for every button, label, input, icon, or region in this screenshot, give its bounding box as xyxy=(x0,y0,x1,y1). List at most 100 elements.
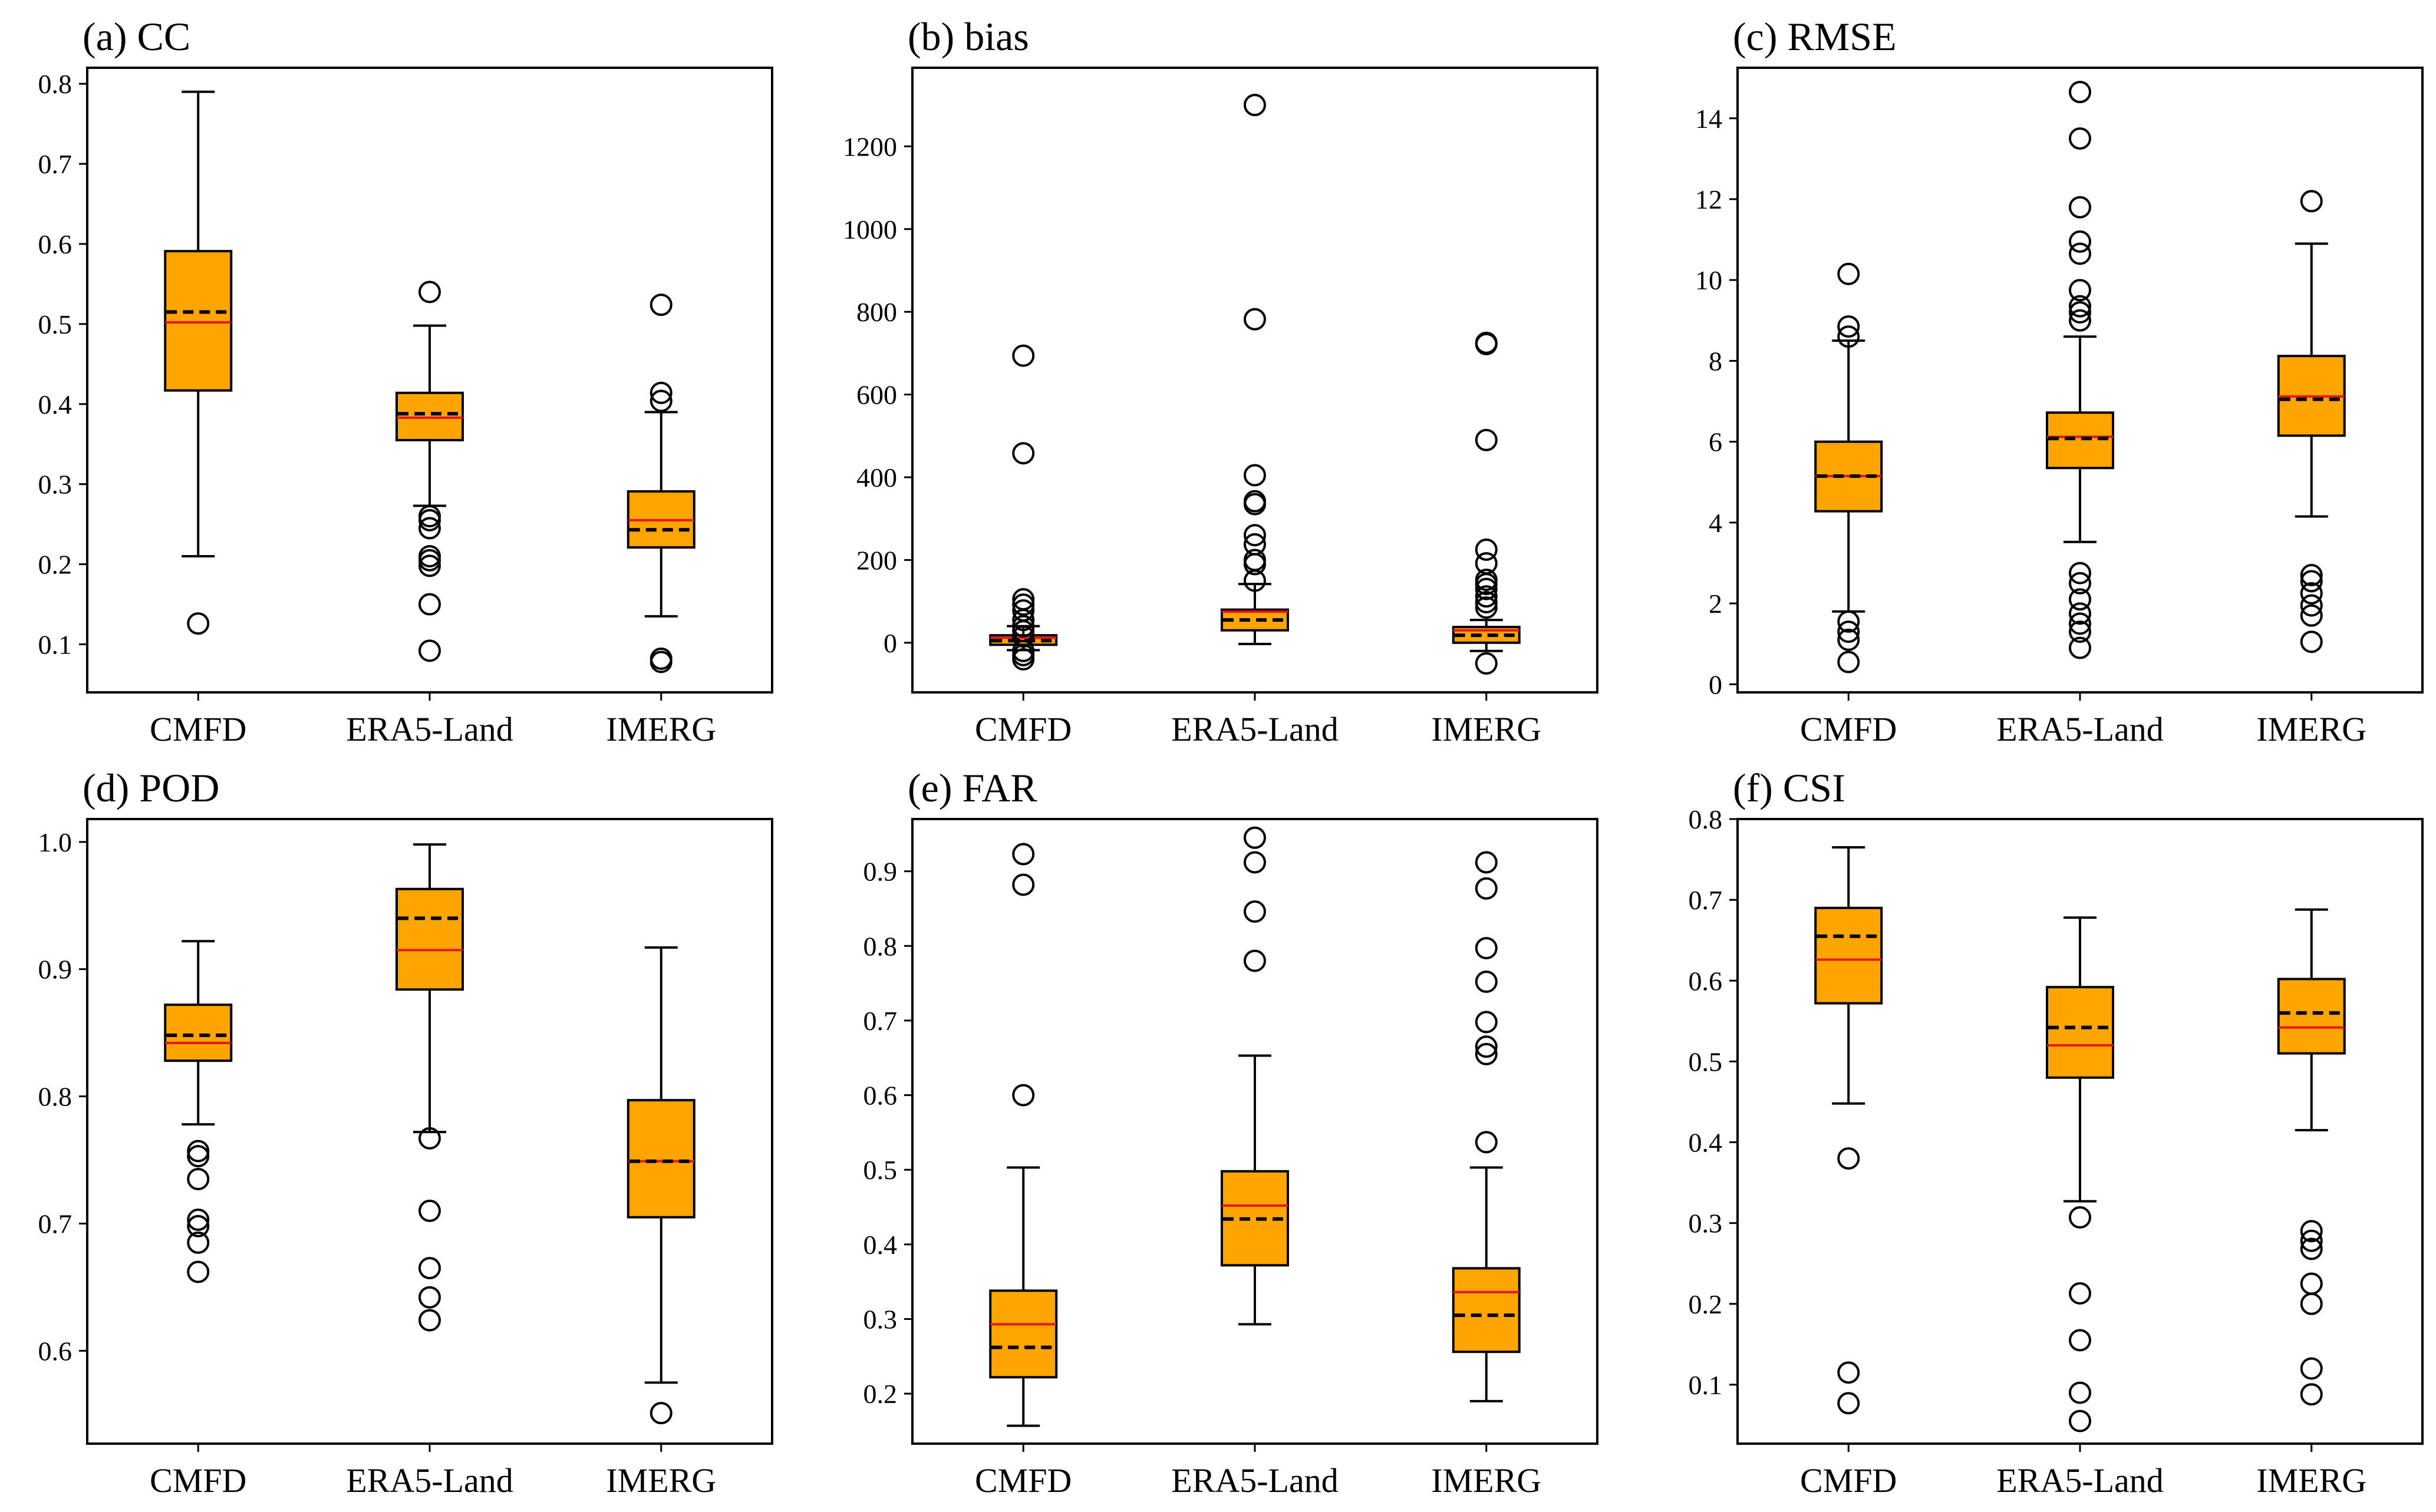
outlier-point xyxy=(1837,1392,1860,1415)
outlier-point xyxy=(418,517,441,540)
outlier-point xyxy=(187,1260,210,1283)
y-tick-label: 12 xyxy=(1695,184,1722,214)
outlier-point xyxy=(1475,851,1498,874)
outlier-point xyxy=(418,1286,441,1309)
outlier-point xyxy=(1475,590,1498,613)
y-tick-label: 0.6 xyxy=(38,1336,72,1366)
outlier-point xyxy=(2069,279,2091,302)
box-iqr xyxy=(2046,986,2114,1079)
outlier-point xyxy=(1837,315,1860,338)
outlier-point xyxy=(1475,428,1498,451)
outlier-point xyxy=(1244,826,1266,849)
box-iqr xyxy=(164,250,233,392)
x-category-label: IMERG xyxy=(1431,710,1541,748)
outlier-point xyxy=(2069,588,2091,611)
y-tick-label: 0.6 xyxy=(1689,966,1723,996)
panel-title: (b) bias xyxy=(908,14,1029,59)
outlier-point xyxy=(2300,1272,2323,1295)
plot-frame xyxy=(1736,818,2424,1445)
x-category-label: CMFD xyxy=(1800,1461,1897,1500)
outlier-point xyxy=(2300,1237,2323,1260)
outlier-point xyxy=(650,1402,673,1425)
chart-panel-1: (a) CC 0.1 0.2 0.3 0.4 0.5 0.6 0.7 0.8 CMFD ERA5-L… xyxy=(38,14,773,748)
outlier-point xyxy=(1244,569,1266,592)
x-category-label: IMERG xyxy=(606,1461,716,1500)
outlier-point xyxy=(1244,464,1266,487)
outlier-point xyxy=(1837,651,1860,674)
outlier-point xyxy=(1244,949,1266,972)
y-tick-label: 0.2 xyxy=(1689,1289,1723,1319)
outlier-point xyxy=(418,554,441,577)
box-cmfd xyxy=(164,940,233,1283)
outlier-point xyxy=(1012,442,1035,465)
outlier-point xyxy=(187,1209,210,1232)
y-tick-label: 0.6 xyxy=(863,1081,898,1111)
y-tick-label: 0 xyxy=(884,628,897,658)
outlier-point xyxy=(187,1214,210,1237)
outlier-point xyxy=(2300,1229,2323,1252)
panel-title: (e) FAR xyxy=(908,765,1037,810)
x-category-label: ERA5-Land xyxy=(1171,1461,1339,1500)
outlier-point xyxy=(2069,309,2091,332)
outlier-point xyxy=(2300,1220,2323,1243)
outlier-point xyxy=(418,1309,441,1332)
y-tick-label: 0.7 xyxy=(1689,885,1723,915)
box-iqr xyxy=(2046,411,2114,470)
outlier-point xyxy=(418,509,441,531)
outlier-point xyxy=(2069,81,2091,104)
outlier-point xyxy=(1244,94,1266,117)
outlier-point xyxy=(1012,625,1035,648)
outlier-point xyxy=(2300,582,2323,605)
outlier-point xyxy=(1012,593,1035,616)
y-tick-label: 0.5 xyxy=(863,1155,898,1185)
outlier-point xyxy=(2300,564,2323,587)
outlier-point xyxy=(1475,332,1498,355)
outlier-point xyxy=(418,280,441,303)
chart-panel-2: (b) bias 0 200 400 600 800 1000 1200 CMFD ERA5-La… xyxy=(843,14,1598,748)
y-tick-label: 600 xyxy=(856,380,897,410)
outlier-point xyxy=(2069,562,2091,585)
y-tick-label: 0.4 xyxy=(863,1230,898,1260)
y-tick-label: 0.8 xyxy=(863,931,898,961)
box-iqr xyxy=(395,391,464,441)
outlier-point xyxy=(2069,1381,2091,1404)
y-tick-label: 10 xyxy=(1695,265,1722,295)
y-tick-label: 6 xyxy=(1709,427,1722,457)
y-tick-label: 0 xyxy=(1709,669,1722,699)
x-category-label: ERA5-Land xyxy=(1996,1461,2164,1500)
outlier-point xyxy=(2300,570,2323,593)
box-cmfd xyxy=(989,344,1058,671)
plot-frame xyxy=(86,818,773,1445)
outlier-point xyxy=(2069,620,2091,643)
y-tick-label: 0.1 xyxy=(1689,1370,1723,1400)
y-tick-label: 0.2 xyxy=(863,1379,898,1409)
outlier-point xyxy=(1012,843,1035,866)
outlier-point xyxy=(2069,1282,2091,1305)
outlier-point xyxy=(2069,242,2091,265)
outlier-point xyxy=(1012,344,1035,367)
box-cmfd xyxy=(1814,846,1883,1415)
outlier-point xyxy=(1244,851,1266,874)
outlier-point xyxy=(650,651,673,674)
outlier-point xyxy=(2069,636,2091,659)
y-tick-label: 0.9 xyxy=(863,857,898,887)
outlier-point xyxy=(1475,1131,1498,1154)
y-tick-label: 14 xyxy=(1695,104,1722,134)
outlier-point xyxy=(1475,596,1498,619)
box-era5-land xyxy=(1221,826,1289,1326)
plot-frame xyxy=(911,67,1598,694)
outlier-point xyxy=(1837,1147,1860,1170)
panel-title: (c) RMSE xyxy=(1733,14,1897,59)
y-tick-label: 0.7 xyxy=(38,149,72,179)
outlier-point xyxy=(418,1257,441,1280)
outlier-point xyxy=(650,293,673,316)
chart-panel-6: (f) CSI 0.1 0.2 0.3 0.4 0.5 0.6 0.7 0.8 CMFD ERA5-… xyxy=(1689,765,2424,1500)
y-tick-label: 1.0 xyxy=(38,827,72,857)
outlier-point xyxy=(187,1167,210,1190)
outlier-point xyxy=(2069,301,2091,324)
outlier-point xyxy=(1475,538,1498,561)
outlier-point xyxy=(2069,572,2091,595)
x-category-label: IMERG xyxy=(1431,1461,1541,1500)
plot-frame xyxy=(1736,67,2424,694)
plot-frame xyxy=(911,818,1598,1445)
